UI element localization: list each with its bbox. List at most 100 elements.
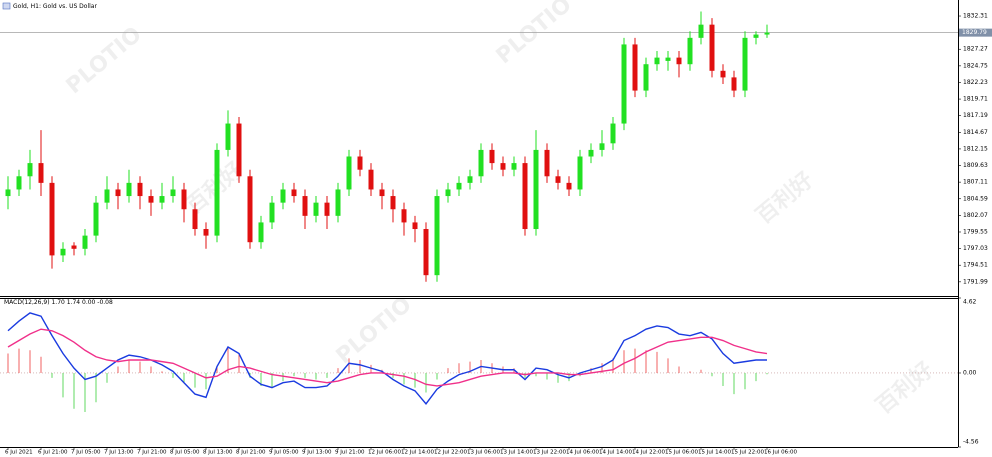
candle-body xyxy=(434,196,440,276)
candle-body xyxy=(302,196,308,216)
candle-body xyxy=(291,189,297,197)
x-tick-label: 9 Jul 13:00 xyxy=(302,450,332,456)
x-tick-label: 15 Jul 06:00 xyxy=(665,450,698,456)
candle-body xyxy=(555,176,561,183)
y-tick-label: 0.00 xyxy=(963,369,977,376)
candle-body xyxy=(192,209,198,230)
candle-body xyxy=(159,196,165,203)
candle-body xyxy=(280,189,286,203)
signal-line xyxy=(7,328,768,387)
candle-body xyxy=(720,70,726,78)
x-tick-label: 13 Jul 14:00 xyxy=(500,450,533,456)
y-tick-label: 1794.51 xyxy=(963,262,988,269)
y-tick-label: 1814.67 xyxy=(963,129,988,136)
candle-body xyxy=(137,182,143,197)
candle-body xyxy=(445,189,451,197)
candle-body xyxy=(346,156,352,190)
last-price-box xyxy=(959,28,992,37)
x-tick-label: 8 Jul 13:00 xyxy=(203,450,233,456)
candle-body xyxy=(401,209,407,223)
candle-body xyxy=(335,189,341,216)
x-tick-label: 14 Jul 06:00 xyxy=(566,450,599,456)
candle-body xyxy=(390,196,396,210)
x-tick-label: 7 Jul 21:00 xyxy=(137,450,167,456)
symbol-icon xyxy=(2,2,11,10)
candle-body xyxy=(654,57,660,65)
y-tick-label: 1819.71 xyxy=(963,96,988,103)
y-tick-label: 1822.23 xyxy=(963,79,988,86)
candle-body xyxy=(49,182,55,256)
x-tick-label: 6 Jul 21:00 xyxy=(38,450,68,456)
y-tick-label: 1824.75 xyxy=(963,62,988,69)
x-tick-label: 9 Jul 05:00 xyxy=(269,450,299,456)
candle-body xyxy=(225,123,231,150)
x-tick-label: 7 Jul 05:00 xyxy=(71,450,101,456)
y-tick-label: 1807.11 xyxy=(963,179,988,186)
y-tick-label: 1804.59 xyxy=(963,195,988,202)
x-tick-label: 12 Jul 22:00 xyxy=(434,450,467,456)
candle-body xyxy=(522,163,528,230)
candle-body xyxy=(731,77,737,91)
x-tick-label: 13 Jul 06:00 xyxy=(467,450,500,456)
y-tick-label: 1809.63 xyxy=(963,162,988,169)
candle-body xyxy=(687,37,693,65)
candle-body xyxy=(203,229,209,236)
candle-body xyxy=(357,156,363,170)
candle-body xyxy=(38,163,44,183)
candle-body xyxy=(60,248,66,256)
x-tick-label: 13 Jul 22:00 xyxy=(533,450,566,456)
candle-body xyxy=(764,32,770,35)
candle-body xyxy=(126,182,132,197)
x-tick-label: 15 Jul 22:00 xyxy=(731,450,764,456)
y-tick-label: 1817.19 xyxy=(963,112,988,119)
candle-body xyxy=(148,196,154,203)
candle-body xyxy=(181,189,187,210)
y-tick-label: -4.56 xyxy=(963,439,979,446)
candle-body xyxy=(566,182,572,190)
candle-body xyxy=(742,37,748,91)
x-tick-label: 7 Jul 13:00 xyxy=(104,450,134,456)
candle-body xyxy=(423,229,429,276)
candle-body xyxy=(456,182,462,190)
candle-body xyxy=(5,189,11,197)
y-tick-label: 1812.15 xyxy=(963,145,988,152)
candle-body xyxy=(599,143,605,150)
indicator-title: MACD(12,26,9) 1.70 1.74 0.00 -0.08 xyxy=(4,299,113,306)
candle-body xyxy=(93,202,99,236)
y-tick-label: 1832.31 xyxy=(963,13,988,20)
y-tick-label: 1827.27 xyxy=(963,46,988,53)
y-tick-label: 4.62 xyxy=(963,299,977,306)
candle-body xyxy=(82,235,88,249)
candle-body xyxy=(412,222,418,230)
y-tick-label: 1799.55 xyxy=(963,228,988,235)
candle-body xyxy=(247,176,253,243)
candle-body xyxy=(500,163,506,170)
candle-body xyxy=(214,149,220,236)
candle-body xyxy=(588,149,594,157)
candle-body xyxy=(698,24,704,38)
candle-body xyxy=(478,149,484,177)
candle-body xyxy=(709,24,715,71)
x-tick-label: 8 Jul 05:00 xyxy=(170,450,200,456)
x-tick-label: 14 Jul 22:00 xyxy=(632,450,665,456)
candle-body xyxy=(324,202,330,216)
candle-body xyxy=(170,189,176,197)
candle-body xyxy=(610,123,616,144)
x-tick-label: 9 Jul 21:00 xyxy=(335,450,365,456)
candle-body xyxy=(676,57,682,65)
chart-title: Gold, H1: Gold vs. US Dollar xyxy=(13,3,97,10)
x-tick-label: 16 Jul 06:00 xyxy=(764,450,797,456)
candle-body xyxy=(27,163,33,177)
candle-body xyxy=(511,163,517,170)
candle-body xyxy=(16,176,22,190)
candle-body xyxy=(544,149,550,177)
macd-line xyxy=(7,312,767,405)
candle-body xyxy=(753,34,759,38)
x-tick-label: 12 Jul 06:00 xyxy=(368,450,401,456)
candle-body xyxy=(115,189,121,197)
x-tick-label: 6 Jul 2021 xyxy=(5,450,33,456)
y-tick-label: 1791.99 xyxy=(963,278,988,285)
x-tick-label: 14 Jul 14:00 xyxy=(599,450,632,456)
candle-body xyxy=(269,202,275,223)
